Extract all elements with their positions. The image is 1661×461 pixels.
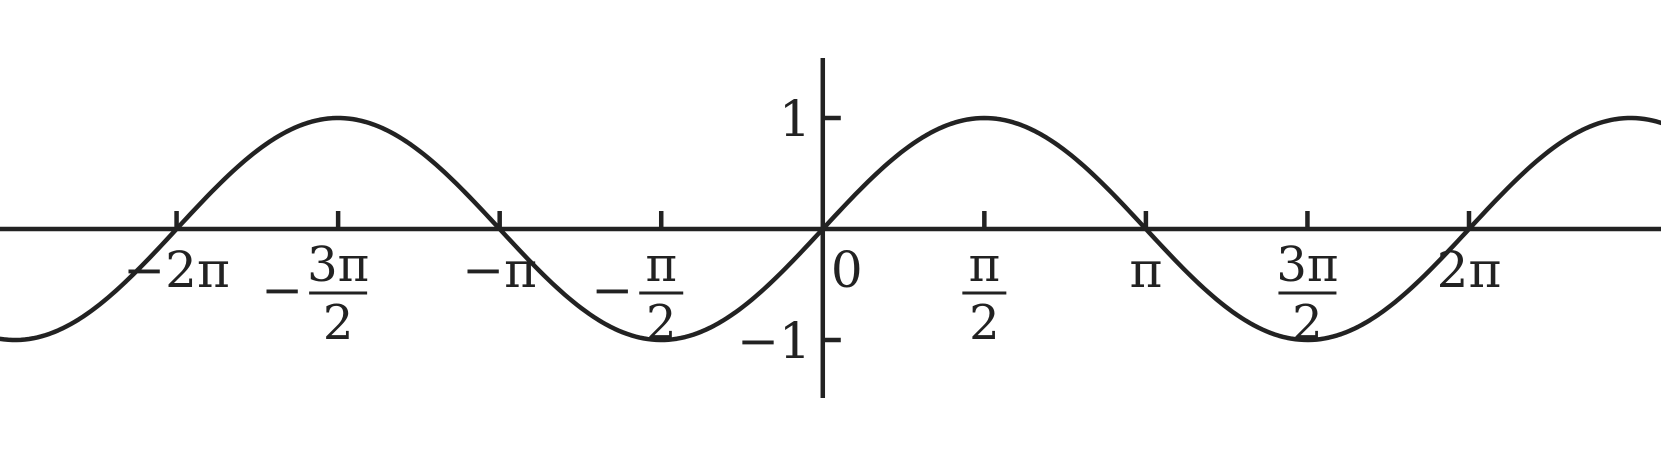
x-tick-label: π: [1129, 241, 1162, 299]
y-tick-label: −1: [737, 312, 811, 370]
x-tick-label: 2π: [1437, 241, 1502, 299]
x-tick-fraction: π2: [962, 237, 1007, 351]
curve-layer: [0, 115, 1661, 343]
y-tick-label: 1: [779, 90, 811, 148]
x-tick-label: 0: [831, 241, 863, 299]
x-tick-fraction: 3π2−: [261, 237, 369, 351]
fraction-denominator: 2: [323, 295, 354, 351]
sine-curve: [0, 115, 1661, 343]
x-tick-fraction: 3π2: [1276, 237, 1338, 351]
fraction-denominator: 2: [646, 295, 677, 351]
x-tick-label: −2π: [123, 241, 230, 299]
fraction-numerator: π: [645, 237, 677, 293]
fraction-numerator: 3π: [307, 237, 369, 293]
fraction-denominator: 2: [969, 295, 1000, 351]
fraction-sign: −: [261, 261, 303, 319]
x-tick-fraction: π2−: [591, 237, 684, 351]
fraction-denominator: 2: [1292, 295, 1323, 351]
x-tick-label: −π: [462, 241, 537, 299]
fraction-sign: −: [591, 261, 633, 319]
fraction-numerator: 3π: [1276, 237, 1338, 293]
axes: [0, 58, 1661, 398]
fraction-numerator: π: [969, 237, 1001, 293]
